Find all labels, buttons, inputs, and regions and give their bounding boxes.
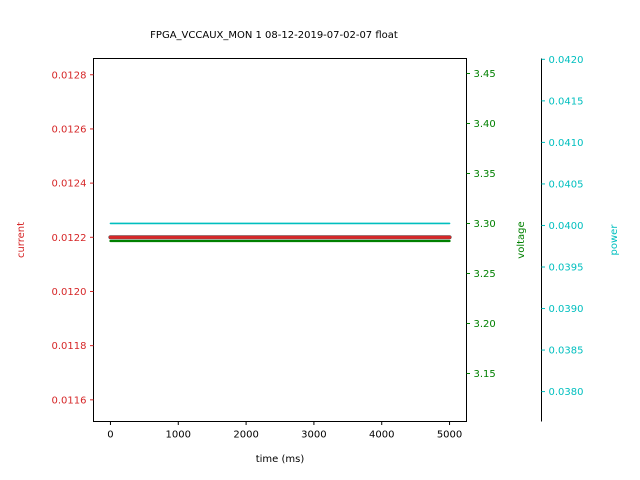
y-axes: 0.0116 0.0118 0.0120 0.0122 0.0124 0.0126 0.01… bbox=[16, 55, 620, 422]
x-tick-label: 5000 bbox=[437, 430, 462, 441]
current-tick-label: 0.0124 bbox=[52, 179, 87, 190]
power-tick-label: 0.0385 bbox=[549, 346, 584, 357]
current-tick-label: 0.0120 bbox=[52, 287, 87, 298]
power-tick-label: 0.0380 bbox=[549, 387, 584, 398]
current-tick-label: 0.0116 bbox=[52, 395, 87, 406]
voltage-axis: 3.15 3.20 3.25 3.30 3.35 3.40 3.45 voltage bbox=[466, 69, 527, 380]
voltage-tick-label: 3.15 bbox=[474, 369, 496, 380]
x-axis-label: time (ms) bbox=[256, 454, 305, 465]
power-tick-label: 0.0390 bbox=[549, 304, 584, 315]
x-axis: 0 1000 2000 3000 4000 5000 bbox=[107, 421, 462, 441]
power-tick-label: 0.0395 bbox=[549, 262, 584, 273]
current-tick-label: 0.0122 bbox=[52, 233, 87, 244]
voltage-axis-label: voltage bbox=[516, 221, 527, 258]
x-tick-label: 3000 bbox=[301, 430, 326, 441]
voltage-tick-label: 3.35 bbox=[474, 169, 496, 180]
plot-frame bbox=[93, 58, 467, 422]
current-tick-label: 0.0128 bbox=[52, 70, 87, 81]
power-tick-label: 0.0405 bbox=[549, 179, 584, 190]
current-axis: 0.0116 0.0118 0.0120 0.0122 0.0124 0.0126 0.01… bbox=[16, 70, 94, 406]
x-tick-label: 1000 bbox=[166, 430, 191, 441]
chart-title: FPGA_VCCAUX_MON 1 08-12-2019-07-02-07 fl… bbox=[150, 30, 398, 41]
power-tick-label: 0.0410 bbox=[549, 138, 584, 149]
power-tick-label: 0.0400 bbox=[549, 221, 584, 232]
voltage-tick-label: 3.45 bbox=[474, 69, 496, 80]
x-tick-label: 2000 bbox=[233, 430, 258, 441]
voltage-tick-label: 3.20 bbox=[474, 319, 496, 330]
x-tick-label: 4000 bbox=[369, 430, 394, 441]
power-tick-label: 0.0420 bbox=[549, 55, 584, 66]
current-tick-label: 0.0126 bbox=[52, 124, 87, 135]
series-layer bbox=[108, 222, 452, 243]
voltage-tick-label: 3.25 bbox=[474, 269, 496, 280]
power-axis-label: power bbox=[609, 224, 620, 256]
power-tick-label: 0.0415 bbox=[549, 96, 584, 107]
current-tick-label: 0.0118 bbox=[52, 341, 87, 352]
x-tick-label: 0 bbox=[107, 430, 113, 441]
voltage-tick-label: 3.30 bbox=[474, 219, 496, 230]
current-axis-label: current bbox=[16, 222, 27, 258]
power-axis: 0.0380 0.0385 0.0390 0.0395 0.0400 0.0405 0.04… bbox=[541, 55, 620, 422]
voltage-tick-label: 3.40 bbox=[474, 119, 496, 130]
